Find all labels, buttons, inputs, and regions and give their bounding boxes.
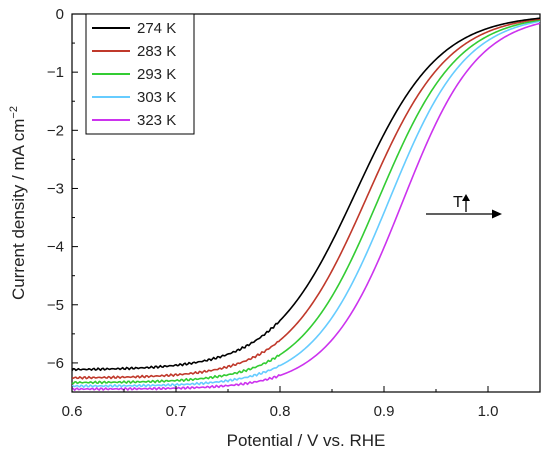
temperature-direction-arrow-head <box>492 209 502 219</box>
series-line-323-k <box>71 22 541 391</box>
y-tick-label: −5 <box>47 297 64 314</box>
y-axis-title: Current density / mA cm−2 <box>8 106 28 300</box>
ticks-layer: 0.6 0.7 0.8 0.9 1.0 0 −1 −2 −3 −4 −5 −6 <box>47 6 499 420</box>
plot-frame <box>71 13 541 393</box>
y-tick-label: −1 <box>47 64 64 81</box>
series-line-293-k <box>71 19 541 385</box>
y-tick-label: 0 <box>56 6 64 23</box>
y-axis-title-superscript: −2 <box>8 106 20 119</box>
legend: 274 K 283 K 293 K 303 K 323 K <box>85 13 195 135</box>
series-line-303-k <box>71 20 541 388</box>
x-tick-label: 0.9 <box>374 403 395 420</box>
x-axis-title: Potential / V vs. RHE <box>227 431 386 450</box>
legend-label: 323 K <box>137 112 176 129</box>
legend-label: 283 K <box>137 43 176 60</box>
x-tick-label: 0.6 <box>62 403 83 420</box>
temperature-annotation: T <box>426 194 502 219</box>
y-tick-label: −6 <box>47 355 64 372</box>
temperature-annotation-label: T <box>453 194 463 211</box>
y-tick-label: −4 <box>47 239 64 256</box>
legend-label: 303 K <box>137 89 176 106</box>
x-tick-label: 0.7 <box>166 403 187 420</box>
x-tick-label: 1.0 <box>478 403 499 420</box>
series-line-274-k <box>71 17 541 372</box>
x-tick-label: 0.8 <box>270 403 291 420</box>
y-tick-label: −3 <box>47 180 64 197</box>
temperature-up-arrow-head <box>462 194 470 201</box>
series-line-283-k <box>71 18 541 380</box>
y-axis-title-main: Current density / mA cm <box>9 119 28 300</box>
curves-layer <box>71 17 541 391</box>
legend-label: 274 K <box>137 20 176 37</box>
y-tick-label: −2 <box>47 122 64 139</box>
legend-label: 293 K <box>137 66 176 83</box>
